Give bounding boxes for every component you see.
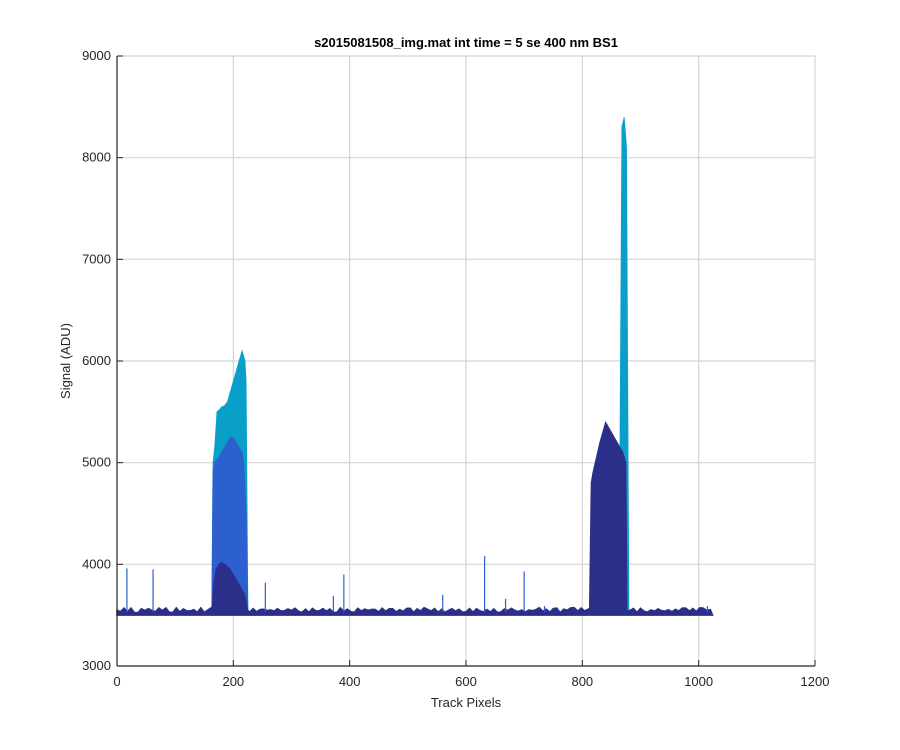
y-tick-label: 5000 [82,455,111,470]
x-axis-label: Track Pixels [431,695,502,710]
x-tick-label: 400 [339,674,361,689]
y-tick-label: 7000 [82,251,111,266]
ticks: 0 200 400 600 800 1000 1200 3000 4000 5000 6000 700… [82,48,829,689]
x-tick-label: 800 [571,674,593,689]
y-axis-label: Signal (ADU) [58,323,73,399]
x-tick-label: 600 [455,674,477,689]
data-series [116,116,714,616]
y-tick-label: 6000 [82,353,111,368]
series-area-2 [211,420,628,613]
gridlines [117,55,816,666]
x-tick-label: 1000 [684,674,713,689]
x-tick-label: 200 [222,674,244,689]
x-tick-label: 1200 [801,674,830,689]
chart-title: s2015081508_img.mat int time = 5 se 400 … [314,35,618,50]
x-tick-label: 0 [113,674,120,689]
y-tick-label: 8000 [82,150,111,165]
y-tick-label: 9000 [82,48,111,63]
y-tick-label: 3000 [82,658,111,673]
baseline-noise-band [116,606,714,616]
y-tick-label: 4000 [82,556,111,571]
